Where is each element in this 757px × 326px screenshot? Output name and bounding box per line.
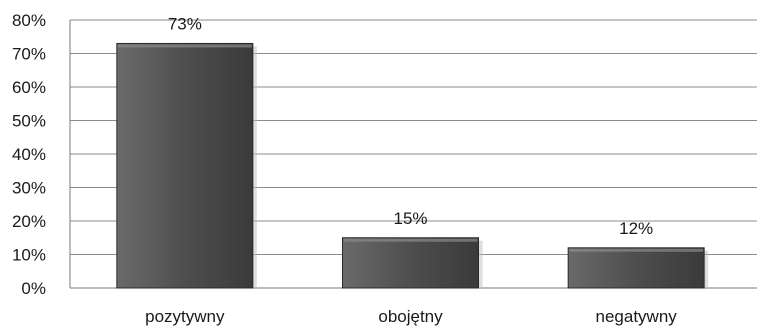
data-label: 73% [168,14,202,33]
category-labels: pozytywny obojętny negatywny [145,307,677,326]
bar-negatywny [567,247,705,289]
y-tick-label: 60% [12,78,46,97]
data-label: 15% [393,209,427,228]
bars [116,42,709,289]
data-labels: 73% 15% 12% [168,14,653,237]
bar-pozytywny [116,42,254,289]
bar-top-highlight [117,44,252,48]
y-tick-label: 20% [12,212,46,231]
y-tick-label: 30% [12,179,46,198]
data-label: 12% [619,219,653,238]
bar-obojętny [342,237,479,289]
y-tick-label: 40% [12,145,46,164]
y-tick-label: 80% [12,11,46,30]
y-tick-labels: 0% 10% 20% 30% 40% 50% 60% 70% 80% [12,11,46,298]
category-label: pozytywny [145,307,225,326]
bar-top-highlight [569,248,704,252]
category-label: negatywny [596,307,678,326]
y-tick-label: 70% [12,45,46,64]
y-tick-label: 10% [12,246,46,265]
y-tick-label: 50% [12,112,46,131]
category-label: obojętny [378,307,443,326]
bar-top-highlight [343,238,478,242]
y-tick-label: 0% [21,279,46,298]
